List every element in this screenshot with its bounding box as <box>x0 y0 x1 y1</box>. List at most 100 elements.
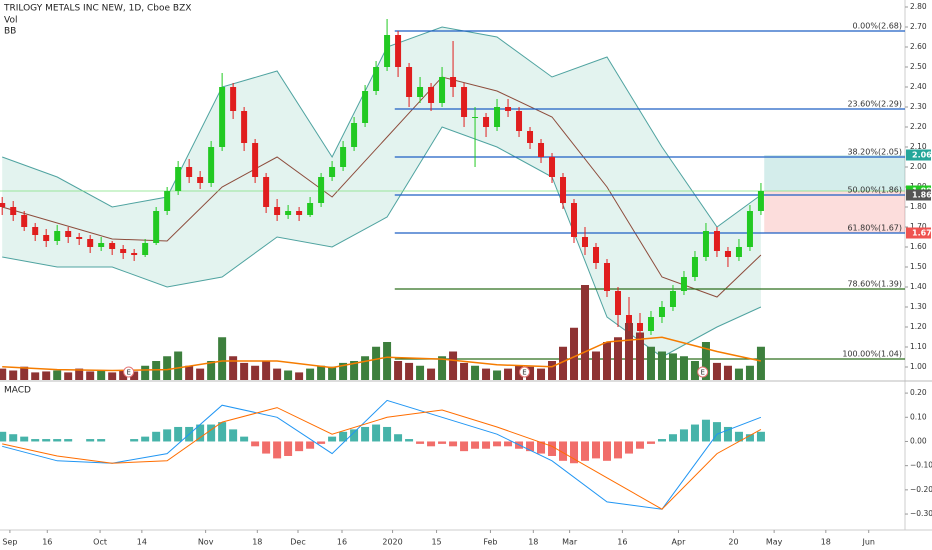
macd-histogram-bar <box>493 441 502 447</box>
volume-bar <box>284 370 293 380</box>
macd-histogram-bar <box>53 439 62 442</box>
volume-bar <box>317 365 326 380</box>
macd-histogram-bar <box>756 431 765 442</box>
y-tick-label: 1.00 <box>910 362 927 371</box>
x-tick-label: 18 <box>821 538 831 547</box>
volume-label: Vol <box>4 16 17 26</box>
macd-histogram-bar <box>712 422 721 442</box>
candle-body <box>274 207 281 215</box>
macd-histogram-bar <box>328 436 337 442</box>
macd-histogram-bar <box>141 436 150 442</box>
y-tick-label: 1.50 <box>910 262 927 271</box>
candle-body <box>516 111 523 131</box>
macd-y-tick-label: −0.30 <box>910 509 932 518</box>
macd-histogram-bar <box>427 441 436 447</box>
y-tick-label: 2.10 <box>910 142 927 151</box>
volume-bar <box>86 371 95 380</box>
volume-bar <box>405 362 414 380</box>
macd-histogram-bar <box>646 441 655 444</box>
volume-bar <box>613 337 622 380</box>
macd-histogram-bar <box>570 441 579 464</box>
macd-histogram-bar <box>471 441 480 449</box>
candle-body <box>560 177 567 203</box>
candle-body <box>32 227 39 235</box>
volume-bar <box>163 356 172 380</box>
candle-body <box>208 147 215 183</box>
macd-histogram-bar <box>548 441 557 456</box>
y-tick-label: 2.70 <box>910 22 927 31</box>
x-tick-label: Oct <box>93 538 107 547</box>
candle-body <box>351 123 358 147</box>
volume-bar <box>581 285 590 380</box>
macd-histogram-bar <box>86 439 95 442</box>
macd-histogram-bar <box>405 439 414 442</box>
macd-histogram-bar <box>581 441 590 461</box>
macd-histogram-bar <box>229 429 238 442</box>
candle-body <box>373 67 380 91</box>
volume-bar <box>350 361 359 380</box>
candle-body <box>593 247 600 263</box>
volume-bar <box>75 368 84 380</box>
volume-bar <box>471 365 480 380</box>
x-tick-label: Dec <box>290 538 305 547</box>
volume-bar <box>460 362 469 380</box>
candle-body <box>263 177 270 207</box>
candle-body <box>527 131 534 143</box>
volume-bar <box>273 368 282 380</box>
earnings-label: E <box>126 369 130 377</box>
macd-histogram-bar <box>284 441 293 456</box>
volume-bar <box>394 361 403 380</box>
x-tick-label: 2020 <box>382 538 402 547</box>
candle-body <box>318 177 325 203</box>
target-zone <box>764 155 905 191</box>
candle-body <box>197 177 204 183</box>
candle-body <box>43 235 50 241</box>
x-tick-label: 18 <box>252 538 262 547</box>
volume-bar <box>515 365 524 380</box>
volume-bar <box>635 332 644 380</box>
fib-label: 61.80%(1.67) <box>847 224 902 233</box>
macd-histogram-bar <box>372 424 381 442</box>
macd-histogram-bar <box>635 441 644 449</box>
candle-body <box>647 317 654 331</box>
price-badge <box>906 227 931 239</box>
fib-label: 78.60%(1.39) <box>847 280 902 289</box>
volume-bar <box>185 365 194 380</box>
macd-label: MACD <box>4 386 31 396</box>
volume-bar <box>701 342 710 380</box>
y-tick-label: 1.20 <box>910 322 927 331</box>
y-tick-label: 2.20 <box>910 122 927 131</box>
y-tick-label: 1.40 <box>910 282 927 291</box>
macd-y-tick-label: −0.10 <box>910 461 932 470</box>
macd-histogram-bar <box>613 441 622 459</box>
macd-histogram-bar <box>251 441 260 447</box>
macd-y-tick-label: 0.20 <box>910 388 927 397</box>
candle-body <box>406 67 413 97</box>
candle-body <box>724 251 731 257</box>
macd-histogram-bar <box>339 431 348 442</box>
volume-bar <box>97 370 106 380</box>
candle-body <box>153 211 160 243</box>
macd-histogram-bar <box>745 434 754 442</box>
macd-histogram-bar <box>559 441 568 461</box>
candle-body <box>614 291 621 315</box>
macd-histogram-bar <box>657 439 666 442</box>
macd-histogram-bar <box>9 434 18 442</box>
candle-body <box>428 87 435 103</box>
macd-histogram-bar <box>460 441 469 452</box>
volume-bar <box>646 346 655 380</box>
x-tick-label: 15 <box>431 538 441 547</box>
x-tick-label: Sep <box>2 538 17 547</box>
candle-body <box>230 87 237 111</box>
volume-bar <box>559 346 568 380</box>
macd-histogram-bar <box>174 426 183 442</box>
volume-bar <box>504 368 513 380</box>
price-badge-label: 1.67 <box>912 229 932 238</box>
volume-bar <box>240 362 249 380</box>
candle-body <box>329 167 336 177</box>
macd-histogram-bar <box>383 426 392 442</box>
fib-label: 0.00%(2.68) <box>853 22 902 31</box>
macd-histogram-bar <box>317 441 326 444</box>
candle-body <box>505 107 512 111</box>
